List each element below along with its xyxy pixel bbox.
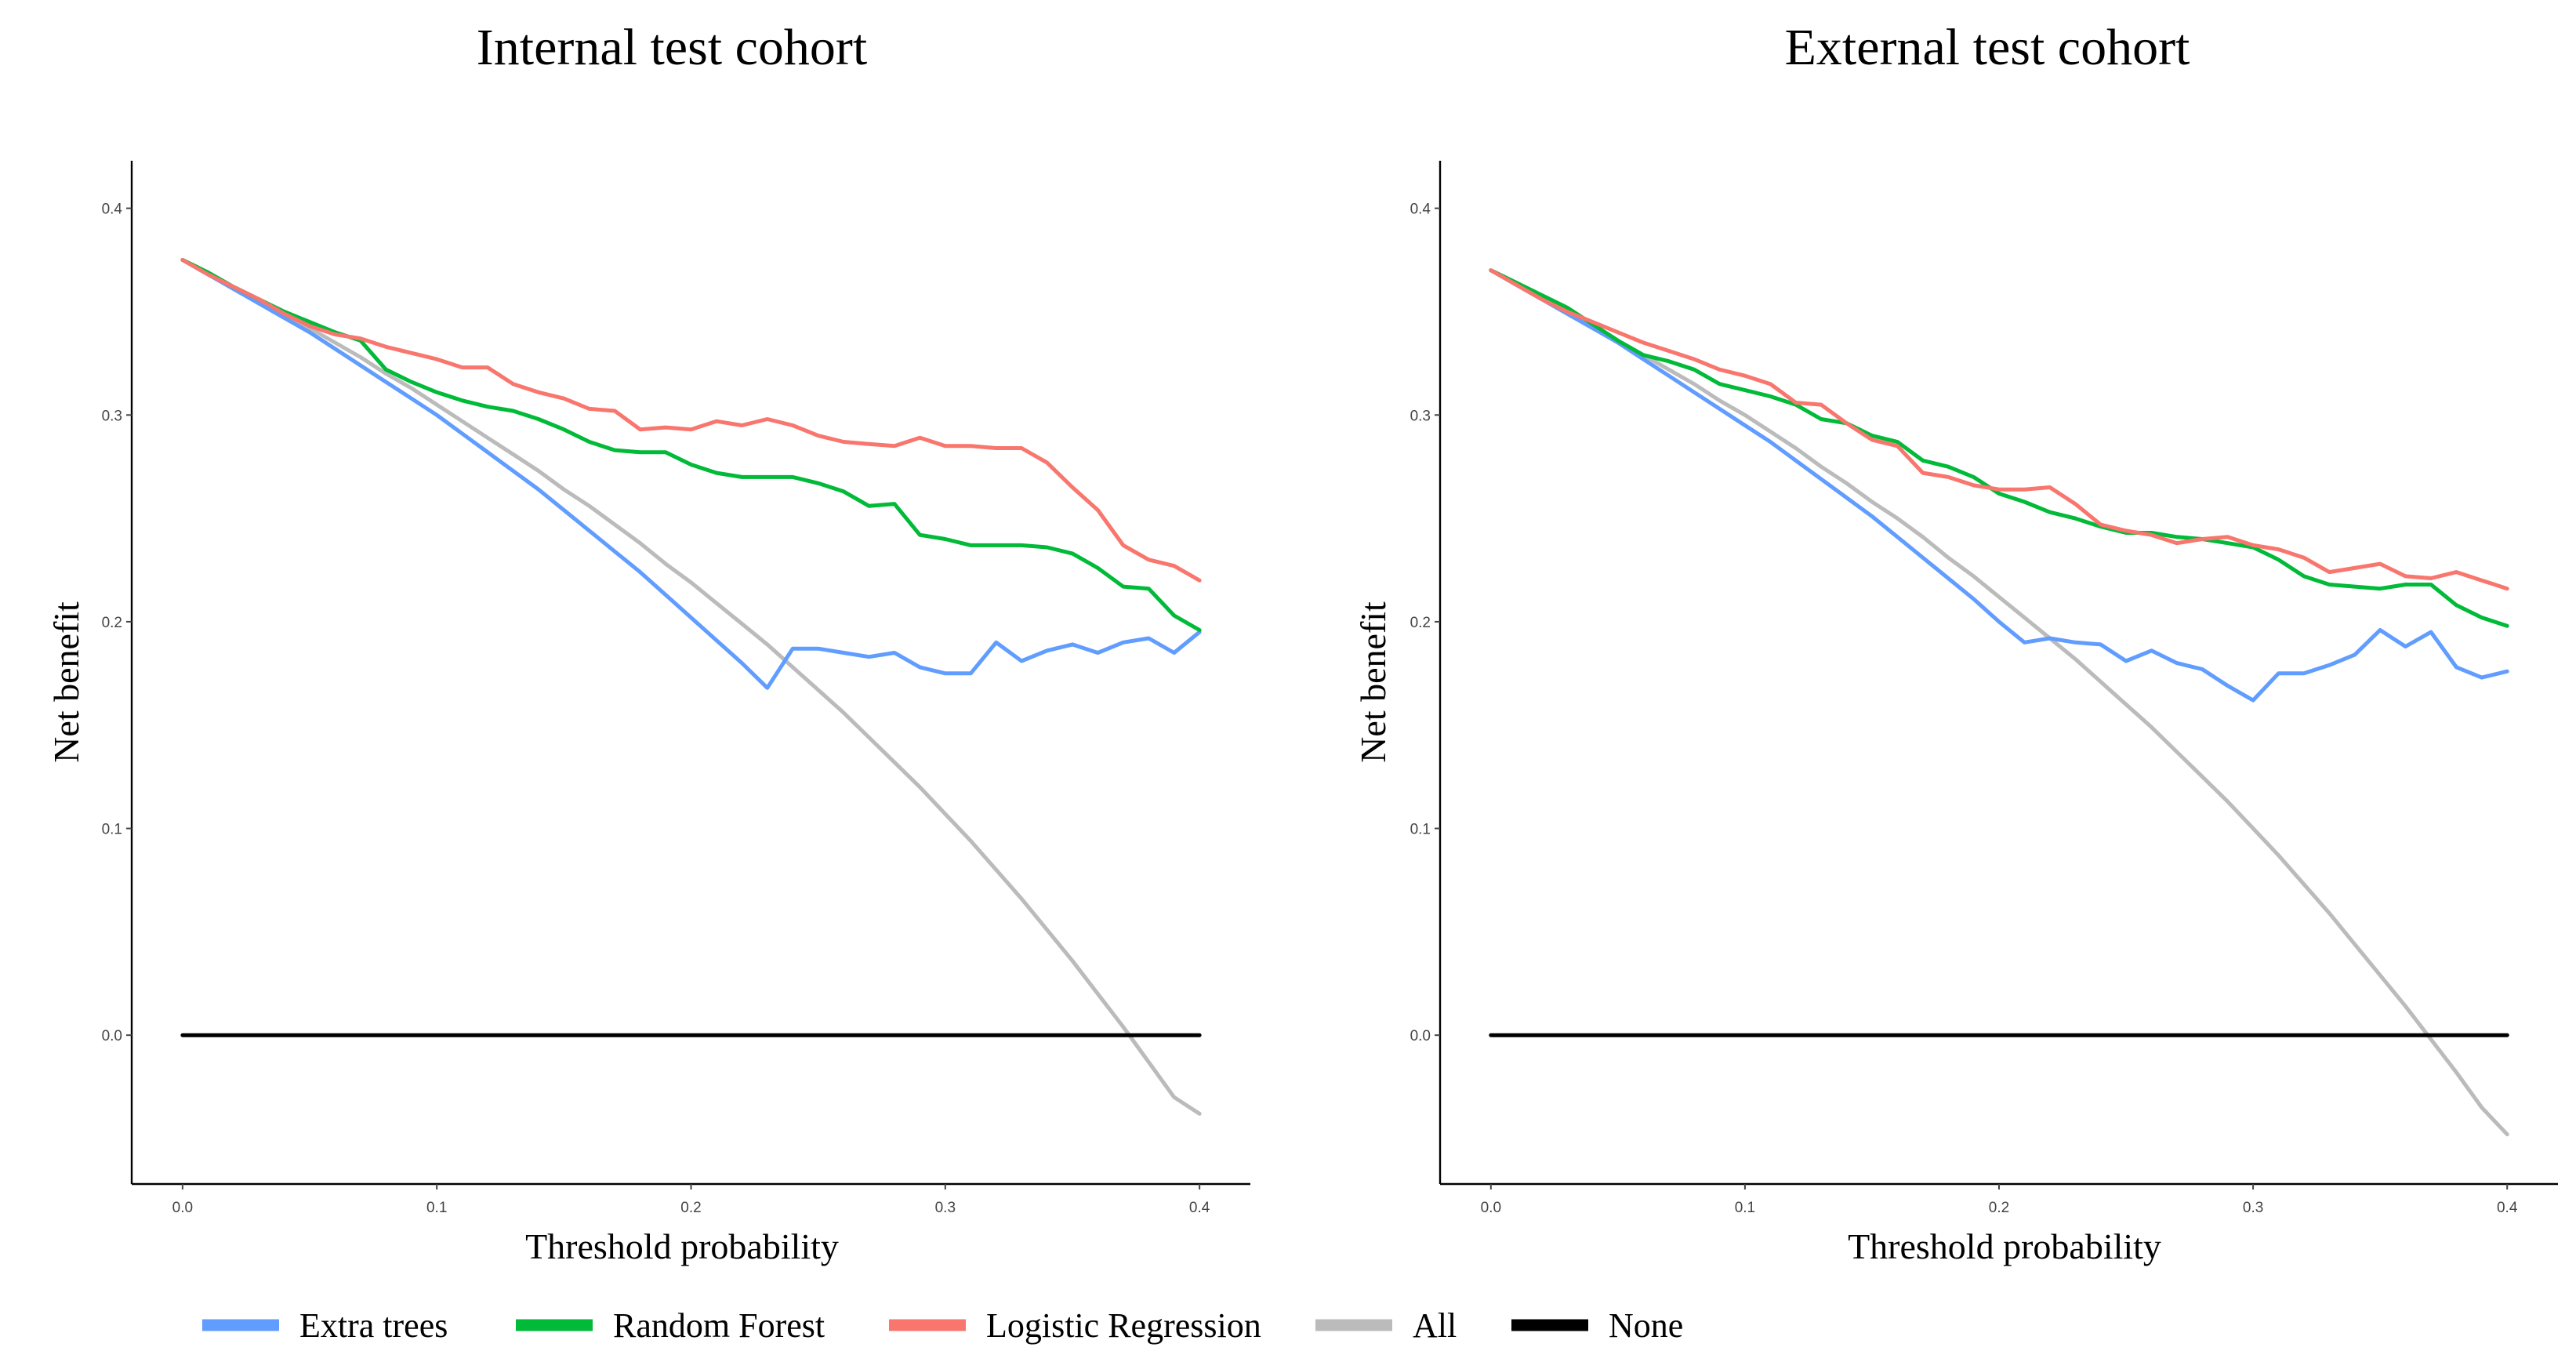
legend-item-extra-trees: Extra trees (202, 1306, 448, 1345)
legend-item-logistic-regression: Logistic Regression (889, 1306, 1261, 1345)
series-line-random-forest (1489, 268, 2509, 628)
series-line-logistic-regression (1489, 268, 2509, 591)
y-tick-label: 0.4 (102, 202, 123, 218)
x-tick-label: 0.4 (2497, 1200, 2518, 1216)
x-tick-label: 0.0 (1481, 1200, 1501, 1216)
legend-item-none: None (1511, 1306, 1683, 1345)
y-tick-label: 0.2 (102, 615, 122, 631)
x-tick-label: 0.0 (172, 1200, 193, 1216)
panel-internal-test-cohort: Internal test cohort Net benefit Thresho… (46, 19, 1250, 1266)
x-tick-label: 0.3 (2243, 1200, 2263, 1216)
plot-area: 0.0 0.1 0.2 0.3 0.4 0.0 0.1 0.2 0.3 0.4 (1410, 161, 2558, 1216)
y-tick-label: 0.3 (1410, 408, 1431, 424)
x-tick-label: 0.3 (935, 1200, 956, 1216)
y-tick-label: 0.0 (102, 1028, 122, 1044)
y-tick-label: 0.2 (1410, 615, 1431, 631)
chart-title: External test cohort (1785, 19, 2190, 76)
plot-area: 0.0 0.1 0.2 0.3 0.4 0.0 0.1 0.2 0.3 0.4 (102, 161, 1250, 1216)
y-tick-label: 0.3 (102, 408, 122, 424)
chart-title: Internal test cohort (477, 19, 867, 76)
series-line-extra-trees (180, 258, 1202, 690)
y-axis-label: Net benefit (1353, 601, 1393, 763)
legend-item-all: All (1315, 1306, 1457, 1345)
series-line-random-forest (180, 258, 1202, 632)
series-line-all (1489, 268, 2509, 1137)
y-tick-label: 0.0 (1410, 1028, 1431, 1044)
x-tick-label: 0.2 (680, 1200, 701, 1216)
x-axis-label: Threshold probability (525, 1226, 839, 1266)
legend: Extra trees Random Forest Logistic Regress… (202, 1306, 1683, 1345)
legend-label: Logistic Regression (986, 1306, 1261, 1345)
legend-label: Extra trees (299, 1306, 448, 1345)
series-line-extra-trees (1489, 268, 2509, 703)
series-line-all (180, 258, 1202, 1116)
y-tick-label: 0.1 (1410, 822, 1431, 838)
panel-external-test-cohort: External test cohort Net benefit Thresho… (1353, 19, 2558, 1266)
y-tick-label: 0.1 (102, 822, 122, 838)
x-axis-label: Threshold probability (1848, 1226, 2161, 1266)
series-line-logistic-regression (180, 258, 1202, 583)
x-tick-label: 0.1 (426, 1200, 447, 1216)
y-tick-label: 0.4 (1410, 202, 1431, 218)
x-tick-label: 0.4 (1189, 1200, 1210, 1216)
x-tick-label: 0.1 (1735, 1200, 1755, 1216)
legend-label: None (1609, 1306, 1683, 1345)
legend-label: All (1413, 1306, 1457, 1345)
x-tick-label: 0.2 (1989, 1200, 2009, 1216)
legend-item-random-forest: Random Forest (516, 1306, 825, 1345)
y-axis-label: Net benefit (46, 601, 86, 763)
legend-label: Random Forest (613, 1306, 825, 1345)
